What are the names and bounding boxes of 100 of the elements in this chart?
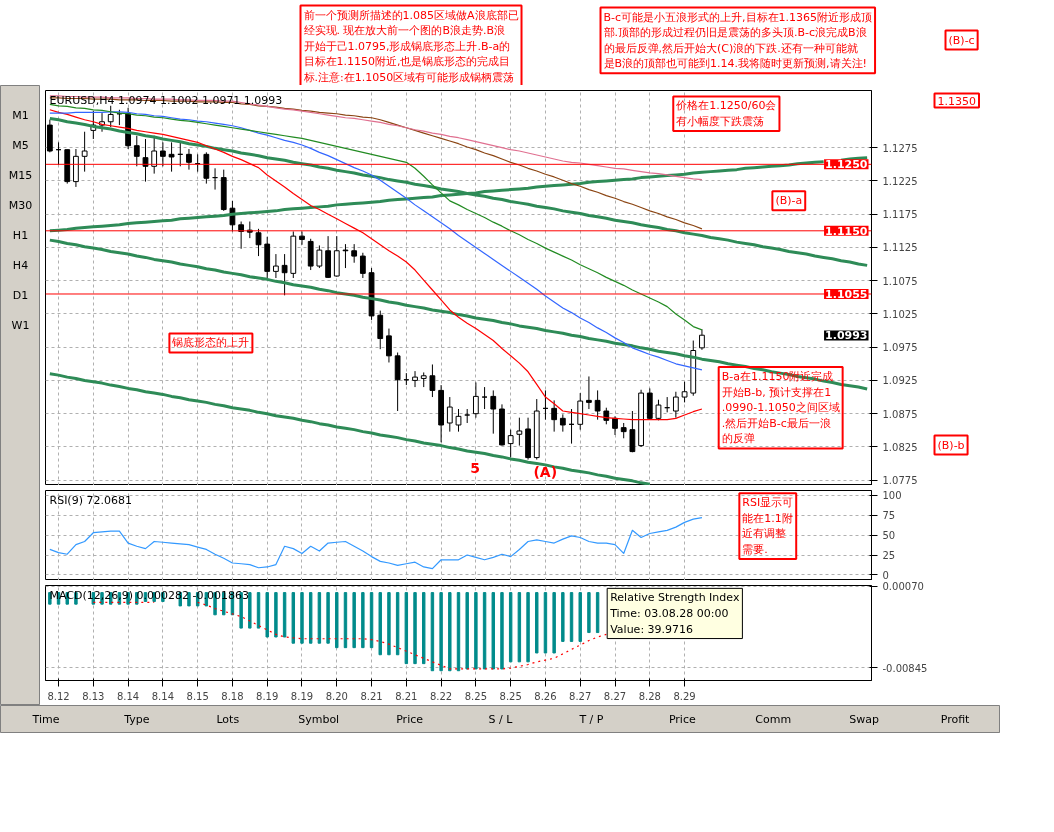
x-tick-label: 8.19 — [256, 690, 279, 702]
candlestick — [386, 328, 392, 363]
candlestick — [81, 131, 88, 173]
candlestick — [159, 141, 166, 167]
y-tick-label: 1.0975 — [882, 342, 918, 354]
x-tick-label: 8.25 — [464, 690, 488, 702]
annotation: 锅底形态的上升 — [171, 336, 250, 350]
annotation: (B)-a — [775, 194, 803, 208]
candlestick — [586, 375, 592, 410]
candlestick — [316, 244, 323, 269]
y-tick-label: 1.1075 — [882, 275, 918, 287]
candlestick — [507, 429, 514, 459]
candlestick — [446, 396, 453, 433]
ref-line-label: 1.1250 — [825, 158, 868, 172]
x-tick-label: 8.21 — [395, 690, 418, 702]
candlestick — [551, 399, 558, 433]
candlestick — [255, 228, 262, 257]
ref-line-label: 1.1150 — [825, 224, 868, 238]
candlestick — [594, 389, 601, 421]
y-tick-label: 1.1125 — [882, 242, 918, 254]
y-tick-label: 1.0925 — [882, 375, 918, 387]
candlestick — [281, 253, 288, 296]
candlestick — [473, 381, 479, 419]
text: B-c可能是小五浪形式的上升,目标在1.1365附近形成顶部.顶部的形成过程仍旧是震荡的多头顶.B-c浪完成B浪的最后反弹,然后开始大(C)浪的下跌.还有一种可能就是B浪的顶部也可能到1.14.我将随时更新预测,请关注! — [603, 10, 873, 71]
y-tick-label: -0.00845 — [882, 662, 928, 674]
annotation: 价格在1.1250/60会有小幅度下跌震荡 — [675, 99, 777, 129]
annotation: 5 — [470, 459, 480, 476]
text: Swap — [849, 713, 880, 726]
candlestick — [577, 392, 584, 431]
text: M5 — [12, 139, 29, 152]
text: T / P — [578, 713, 604, 726]
x-tick-label: 8.27 — [569, 690, 592, 702]
candlestick — [629, 410, 636, 453]
x-tick-label: 8.14 — [116, 690, 140, 702]
text: Symbol — [298, 713, 340, 726]
x-tick-label: 8.22 — [429, 690, 453, 702]
line-series — [48, 372, 652, 485]
candlestick — [481, 386, 488, 410]
line-series — [48, 116, 869, 267]
ref-line-label: 1.1055 — [825, 287, 868, 301]
x-tick-label: 8.26 — [534, 690, 557, 702]
x-tick-label: 8.18 — [221, 690, 244, 702]
y-tick-label: 25 — [882, 550, 896, 562]
y-tick-label: 1.1275 — [882, 142, 918, 154]
candlestick — [351, 243, 358, 264]
x-tick-label: 8.27 — [603, 690, 627, 702]
text: M30 — [8, 199, 33, 212]
candlestick — [186, 148, 192, 171]
y-tick-label: 50 — [882, 530, 896, 542]
candlestick — [142, 138, 149, 183]
text: (B)-b — [937, 438, 965, 452]
candlestick — [203, 151, 210, 185]
text: M15 — [8, 169, 33, 182]
x-tick-label: 8.28 — [638, 690, 661, 702]
text: Price — [668, 713, 696, 726]
candlestick — [168, 141, 175, 173]
y-tick-label: 100 — [882, 490, 902, 502]
y-tick-label: 75 — [882, 510, 896, 522]
text: Lots — [216, 713, 240, 726]
candlestick — [238, 221, 245, 250]
y-tick-label: 1.1025 — [882, 308, 918, 320]
text: Profit — [940, 713, 971, 726]
y-tick-label: 1.1225 — [882, 175, 918, 187]
candlestick — [342, 243, 349, 269]
annotation: 1.0993 — [825, 329, 868, 343]
candlestick — [681, 381, 688, 403]
candlestick — [359, 252, 366, 279]
candlestick — [612, 415, 618, 436]
x-tick-label: 8.25 — [499, 690, 522, 702]
text: Comm — [755, 713, 792, 726]
y-tick-label: 1.0875 — [882, 408, 918, 420]
x-tick-label: 8.19 — [290, 690, 314, 702]
text: D1 — [12, 289, 29, 302]
y-tick-label: 0.00070 — [882, 581, 924, 593]
line-series — [49, 516, 703, 570]
x-tick-label: 8.29 — [673, 690, 696, 702]
candlestick — [429, 363, 436, 398]
text: Price — [396, 713, 424, 726]
candlestick — [133, 135, 140, 167]
candlestick — [516, 417, 523, 447]
annotation: RSI显示可能在1.1附近有调整需要. — [742, 496, 794, 556]
candlestick — [672, 391, 679, 419]
candlestick — [377, 310, 384, 350]
x-tick-label: 8.15 — [186, 690, 209, 702]
annotation: (A) — [533, 463, 558, 480]
y-tick-label: 0 — [882, 569, 889, 581]
y-tick-label: 1.0825 — [882, 441, 918, 453]
text: Time — [31, 713, 60, 726]
text: 1.1350 — [937, 94, 976, 108]
candlestick — [394, 352, 401, 412]
candlestick — [490, 389, 497, 435]
y-tick-label: 1.1175 — [882, 209, 918, 221]
candlestick — [107, 105, 114, 128]
text: Type — [123, 713, 150, 726]
text: S / L — [488, 713, 514, 726]
text: H1 — [12, 229, 29, 242]
x-tick-label: 8.12 — [47, 690, 70, 702]
text: W1 — [11, 319, 30, 332]
x-tick-label: 8.21 — [360, 690, 383, 702]
annotation: Relative Strength Index Time: 03.08.28 00:00 Value: 39.9716 — [609, 591, 740, 636]
